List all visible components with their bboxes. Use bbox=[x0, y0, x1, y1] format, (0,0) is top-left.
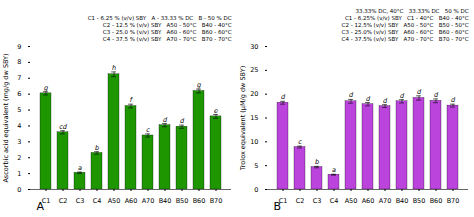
svg-text:d: d bbox=[163, 116, 168, 124]
svg-text:d: d bbox=[434, 91, 439, 99]
svg-text:B60: B60 bbox=[193, 197, 206, 205]
svg-text:A50: A50 bbox=[108, 197, 121, 205]
svg-text:C2: C2 bbox=[59, 197, 68, 205]
svg-text:b: b bbox=[315, 158, 319, 166]
svg-text:d: d bbox=[400, 92, 405, 100]
svg-text:d: d bbox=[366, 95, 371, 103]
svg-text:5: 5 bbox=[17, 106, 21, 114]
svg-text:a: a bbox=[78, 164, 82, 172]
svg-text:0: 0 bbox=[17, 186, 21, 194]
svg-text:C4: C4 bbox=[93, 197, 102, 205]
svg-text:d: d bbox=[417, 88, 422, 96]
svg-text:B70: B70 bbox=[210, 197, 223, 205]
svg-text:B50: B50 bbox=[413, 197, 426, 205]
svg-text:d: d bbox=[349, 91, 354, 99]
svg-text:15: 15 bbox=[250, 114, 258, 122]
svg-text:A60: A60 bbox=[362, 197, 375, 205]
svg-text:A: A bbox=[37, 200, 45, 213]
svg-text:d: d bbox=[281, 93, 286, 101]
svg-text:a: a bbox=[332, 166, 336, 174]
svg-text:6: 6 bbox=[17, 90, 21, 98]
svg-text:A70: A70 bbox=[379, 197, 392, 205]
svg-text:33.33% DC, 40°C 33.33% DC: 33.33% DC, 40°C 33.33% DC 50 % DCC1 - 6.… bbox=[342, 8, 469, 42]
svg-text:4: 4 bbox=[17, 122, 21, 130]
svg-text:b: b bbox=[95, 144, 99, 152]
svg-text:B70: B70 bbox=[447, 197, 460, 205]
svg-text:9: 9 bbox=[17, 43, 21, 51]
svg-text:C4: C4 bbox=[330, 197, 339, 205]
svg-text:d: d bbox=[383, 97, 388, 105]
svg-text:B50: B50 bbox=[176, 197, 189, 205]
svg-text:20: 20 bbox=[250, 90, 258, 98]
svg-text:8: 8 bbox=[17, 58, 21, 66]
svg-text:B60: B60 bbox=[430, 197, 443, 205]
svg-text:cd: cd bbox=[59, 123, 68, 131]
svg-text:C3: C3 bbox=[76, 197, 85, 205]
svg-text:25: 25 bbox=[250, 66, 258, 74]
svg-text:5: 5 bbox=[254, 162, 258, 170]
svg-text:A50: A50 bbox=[345, 197, 358, 205]
svg-text:f: f bbox=[130, 96, 134, 104]
svg-text:Trolox equivalent (μM/g dw SBY: Trolox equivalent (μM/g dw SBY) bbox=[239, 66, 247, 171]
svg-text:C2: C2 bbox=[296, 197, 305, 205]
svg-text:h: h bbox=[112, 64, 116, 72]
svg-text:1: 1 bbox=[17, 170, 21, 178]
svg-text:A70: A70 bbox=[142, 197, 155, 205]
svg-text:0: 0 bbox=[254, 186, 258, 194]
svg-text:d: d bbox=[180, 117, 185, 125]
svg-text:10: 10 bbox=[250, 138, 258, 146]
svg-text:g: g bbox=[197, 81, 201, 89]
svg-text:7: 7 bbox=[17, 74, 21, 82]
svg-text:C1 - 6.25 % (v/v) SBY A - 33: C1 - 6.25 % (v/v) SBY A - 33.33 % DC B -… bbox=[88, 15, 232, 42]
svg-text:c: c bbox=[298, 138, 302, 146]
svg-text:C3: C3 bbox=[313, 197, 322, 205]
svg-text:e: e bbox=[214, 107, 218, 115]
svg-text:B: B bbox=[274, 200, 282, 213]
svg-text:30: 30 bbox=[250, 43, 258, 51]
svg-text:B40: B40 bbox=[159, 197, 172, 205]
svg-text:3: 3 bbox=[17, 138, 21, 146]
svg-text:A60: A60 bbox=[125, 197, 138, 205]
svg-text:2: 2 bbox=[17, 154, 21, 162]
svg-text:c: c bbox=[146, 126, 150, 134]
svg-text:B40: B40 bbox=[396, 197, 409, 205]
svg-text:g: g bbox=[44, 84, 48, 92]
svg-text:d: d bbox=[451, 96, 456, 104]
svg-text:Ascorbic acid equivalent (mg/g: Ascorbic acid equivalent (mg/g dw SBY) bbox=[2, 53, 10, 182]
